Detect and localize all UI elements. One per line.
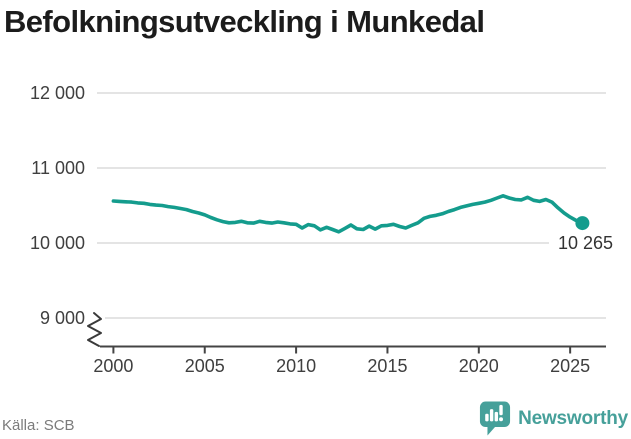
y-tick-label: 12 000 [30,83,85,103]
x-tick-label: 2025 [550,356,590,376]
x-tick-label: 2015 [367,356,407,376]
latest-point-marker [575,216,590,231]
newsworthy-wordmark: Newsworthy [518,407,628,429]
latest-value-label: 10 265 [549,233,613,254]
y-tick-label: 9 000 [40,308,85,328]
newsworthy-badge-icon [480,401,511,436]
population-line [111,194,585,234]
axis-break-icon [87,312,102,347]
y-tick-label: 10 000 [30,233,85,253]
x-tick-label: 2010 [276,356,316,376]
x-tick-label: 2000 [93,356,133,376]
y-tick-label: 11 000 [31,158,85,178]
x-tick-label: 2005 [185,356,225,376]
newsworthy-logo: Newsworthy [479,400,628,437]
x-tick-label: 2020 [459,356,499,376]
chart-title: Befolkningsutveckling i Munkedal [4,4,485,39]
source-label: Källa: SCB [2,417,75,434]
